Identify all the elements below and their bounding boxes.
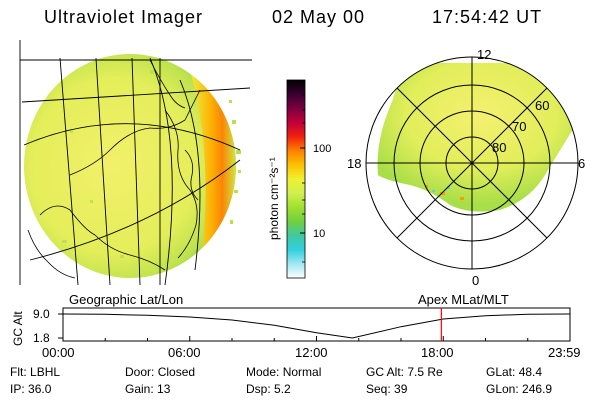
info-ip-value: 36.0: [28, 382, 52, 396]
altitude-curve: [62, 313, 570, 339]
polar-auroral-image[interactable]: [365, 56, 585, 270]
mlt-label-12: 12: [477, 47, 491, 62]
info-gain-value: 13: [157, 382, 171, 396]
colorbar-tick-10: 10: [313, 228, 325, 240]
info-gain: Gain: 13: [125, 382, 171, 396]
info-flt-value: LBHL: [30, 365, 61, 379]
mlat-label-70: 70: [512, 119, 526, 134]
colorbar-tick-100: 100: [313, 143, 331, 155]
mlt-label-0: 0: [472, 273, 479, 288]
colorbar-unit-label: photon cm⁻²s⁻¹: [267, 157, 281, 240]
info-glon-value: 246.9: [522, 382, 553, 396]
info-flt: Flt: LBHL: [10, 365, 61, 379]
info-door-value: Closed: [157, 365, 196, 379]
timeline-ytick-min: 1.8: [33, 331, 50, 345]
info-glat-value: 48.4: [518, 365, 543, 379]
globe-panel-label: Geographic Lat/Lon: [69, 292, 183, 307]
info-door: Door: Closed: [125, 365, 196, 379]
info-glon: GLon: 246.9: [486, 382, 553, 396]
mlt-label-6: 6: [578, 156, 585, 171]
timeline-axis-label: GC Alt: [11, 311, 25, 346]
info-dsp: Dsp: 5.2: [246, 382, 291, 396]
altitude-timeline[interactable]: [58, 307, 571, 342]
info-gc-alt: GC Alt: 7.5 Re: [366, 365, 443, 379]
info-glat: GLat: 48.4: [486, 365, 543, 379]
info-mode: Mode: Normal: [246, 365, 322, 379]
mlat-label-80: 80: [492, 140, 506, 155]
time-tick-0000: 00:00: [42, 345, 75, 360]
time-tick-1800: 18:00: [421, 345, 454, 360]
mlat-label-60: 60: [535, 98, 549, 113]
info-dsp-value: 5.2: [274, 382, 291, 396]
observation-date: 02 May 00: [272, 7, 366, 27]
info-gc-alt-value: 7.5 Re: [407, 365, 443, 379]
info-ip: IP: 36.0: [10, 382, 52, 396]
earth-image[interactable]: [24, 54, 241, 279]
instrument-title: Ultraviolet Imager: [44, 7, 204, 27]
color-bar: [286, 79, 306, 279]
time-tick-0600: 06:00: [168, 345, 201, 360]
info-seq-value: 39: [394, 382, 408, 396]
polar-panel-label: Apex MLat/MLT: [418, 292, 509, 307]
mlt-label-18: 18: [347, 156, 361, 171]
timeline-ytick-max: 9.0: [33, 307, 50, 321]
time-tick-1200: 12:00: [295, 345, 328, 360]
time-tick-2359: 23:59: [548, 345, 581, 360]
info-seq: Seq: 39: [366, 382, 408, 396]
geographic-grid: [19, 40, 252, 286]
info-mode-value: Normal: [282, 365, 322, 379]
observation-time: 17:54:42 UT: [432, 7, 543, 27]
